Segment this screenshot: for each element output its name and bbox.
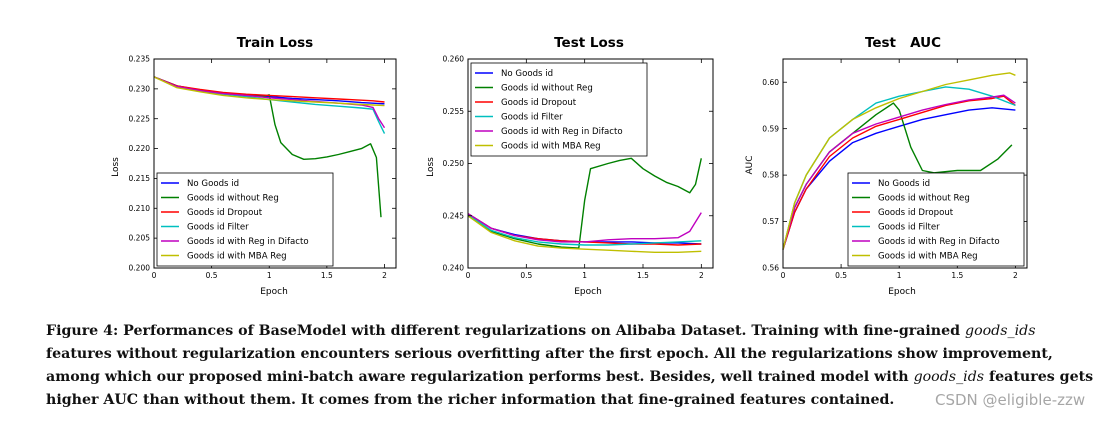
y-tick-label: 0.58 (762, 171, 779, 180)
legend-label: Goods id without Reg (501, 84, 593, 94)
caption-prefix: Figure 4: Performances of BaseModel with… (46, 323, 966, 339)
legend-box (847, 172, 1025, 267)
x-tick-label: 1.5 (951, 271, 963, 280)
series-line-4 (467, 212, 702, 243)
y-tick-label: 0.220 (129, 144, 151, 153)
y-tick-label: 0.60 (762, 78, 779, 87)
series-line-4 (153, 76, 386, 129)
x-tick-label: 2 (699, 271, 704, 280)
test-auc-xlabel: Epoch (888, 287, 916, 297)
test-loss-chart: Test Loss 0 0.5 1 1.5 20.2400.2450.2500.2550… (426, 35, 714, 297)
axes-frame (153, 58, 397, 269)
series-line-1 (467, 157, 702, 249)
x-tick-label: 0.5 (520, 271, 532, 280)
train-loss-chart: Train Loss 0 0.5 1 1.5 2 0.200 0.205 0.210 0.215… (111, 35, 397, 297)
train-loss-title: Train Loss (237, 35, 313, 51)
x-tick-label: 0 (466, 271, 471, 280)
test-auc-ylabel: AUC (745, 155, 755, 174)
x-tick-label: 1.5 (637, 271, 649, 280)
legend-box (156, 172, 334, 267)
y-tick-label: 0.59 (762, 124, 779, 133)
legend-label: No Goods id (501, 69, 553, 79)
legend-label: No Goods id (187, 179, 239, 189)
x-tick-label: 2 (382, 271, 387, 280)
y-tick-label: 0.210 (129, 204, 151, 213)
x-tick-label: 1 (582, 271, 587, 280)
test-loss-xlabel: Epoch (574, 287, 602, 297)
y-tick-label: 0.250 (443, 159, 465, 168)
legend-label: Goods id Filter (187, 223, 249, 233)
caption-suffix: features gets higher AUC than without th… (46, 369, 1094, 408)
legend-label: Goods id with Reg in Difacto (187, 237, 309, 247)
legend-box (470, 62, 648, 157)
y-tick-label: 0.240 (443, 264, 465, 273)
caption-goods-ids-1: goods_ids (965, 323, 1036, 339)
test-loss-axes: 0 0.5 1 1.5 2 0.240 0.245 0.250 0.255 0.260 No Goo… (443, 55, 714, 280)
series-line-5 (782, 72, 1016, 250)
y-tick-label: 0.230 (129, 84, 151, 93)
legend-label: Goods id with Reg in Difacto (878, 237, 1000, 247)
y-tick-label: 0.215 (129, 174, 151, 183)
legend-label: Goods id Dropout (878, 208, 954, 218)
train-loss-ylabel: Loss (111, 157, 121, 177)
caption-goods-ids-2: goods_ids (913, 369, 985, 385)
series-line-5 (467, 215, 702, 253)
watermark: CSDN @eligible-zzw (935, 391, 1086, 409)
series-line-4 (782, 94, 1016, 250)
legend: No Goods id Goods id without Reg Goods id … (470, 62, 648, 157)
x-tick-label: 1 (267, 271, 272, 280)
test-auc-axes: 0 0.5 1 1.5 2 0.56 0.57 0.58 0.59 0.60 No Goods id… (762, 58, 1028, 280)
y-tick-label: 0.235 (129, 55, 151, 64)
test-auc-chart: Test AUC 0 0.5 1 1.5 2 0.56 0.57 0.58 0.59 0.60 No… (745, 35, 1028, 297)
legend-label: Goods id Dropout (501, 98, 577, 108)
legend-label: Goods id Filter (878, 223, 940, 233)
legend-label: No Goods id (878, 179, 930, 189)
x-tick-label: 0 (152, 271, 157, 280)
legend-label: Goods id with MBA Reg (501, 142, 601, 152)
train-loss-xlabel: Epoch (260, 287, 288, 297)
legend-label: Goods id with MBA Reg (187, 252, 287, 262)
test-loss-title: Test Loss (554, 35, 624, 51)
y-tick-label: 0.200 (129, 264, 151, 273)
y-tick-label: 0.260 (443, 55, 465, 64)
x-tick-label: 1.5 (321, 271, 333, 280)
series-line-2 (782, 95, 1016, 250)
test-loss-ylabel: Loss (426, 157, 436, 177)
axes-frame (782, 58, 1028, 269)
legend-label: Goods id Filter (501, 113, 563, 123)
legend-label: Goods id with Reg in Difacto (501, 127, 623, 137)
x-tick-label: 0 (781, 271, 786, 280)
test-auc-title: Test AUC (865, 35, 941, 51)
x-tick-label: 0.5 (206, 271, 218, 280)
y-tick-label: 0.57 (762, 217, 779, 226)
y-tick-label: 0.205 (129, 234, 151, 243)
x-tick-label: 1 (897, 271, 902, 280)
train-loss-axes: 0 0.5 1 1.5 2 0.200 0.205 0.210 0.215 0.220 0.225 0… (129, 55, 397, 280)
figure-panels: Train Loss 0 0.5 1 1.5 2 0.200 0.205 0.210 0.215… (111, 35, 1028, 297)
x-tick-label: 0.5 (835, 271, 847, 280)
legend-label: Goods id Dropout (187, 208, 263, 218)
series-line-5 (153, 76, 385, 107)
x-tick-label: 2 (1013, 271, 1018, 280)
y-tick-label: 0.56 (762, 264, 779, 273)
y-tick-label: 0.225 (129, 114, 151, 123)
legend-label: Goods id without Reg (878, 194, 970, 204)
series-line-3 (467, 214, 702, 246)
y-tick-label: 0.255 (443, 107, 465, 116)
y-tick-label: 0.245 (443, 211, 465, 220)
legend-label: Goods id without Reg (187, 194, 279, 204)
legend-label: Goods id with MBA Reg (878, 252, 978, 262)
legend: No Goods id Goods id without Reg Goods id … (847, 172, 1025, 267)
caption-middle: features without regularization encounte… (46, 346, 1053, 385)
series-line-2 (153, 76, 385, 103)
legend: No Goods id Goods id without Reg Goods id … (156, 172, 334, 267)
figure-caption: Figure 4: Performances of BaseModel with… (46, 320, 1106, 412)
